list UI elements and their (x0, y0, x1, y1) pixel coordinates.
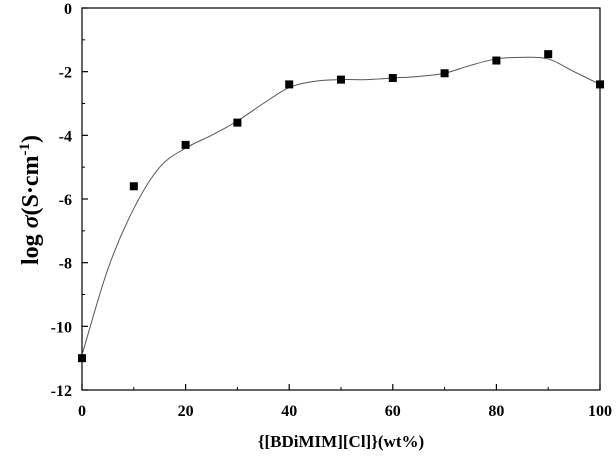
data-point (544, 50, 553, 59)
data-point (129, 182, 138, 191)
x-axis-title: {[BDiMIM][Cl]}(wt%) (258, 432, 424, 451)
data-point (285, 80, 294, 89)
x-tick-label: 60 (385, 403, 401, 420)
y-tick-label: -4 (59, 128, 72, 145)
y-axis-ticks: 0 -2 -4 -6 -8 -10 -12 (51, 1, 88, 400)
x-axis-ticks: 0 20 40 60 80 100 (78, 384, 612, 420)
y-tick-label: -10 (51, 319, 72, 336)
data-point (492, 56, 501, 65)
plot-frame (81, 7, 601, 391)
y-axis-title-unit: (S·cm (18, 155, 44, 215)
y-axis-title-symbol: σ (18, 214, 44, 228)
y-tick-label: 0 (64, 1, 72, 18)
data-point (337, 75, 345, 84)
data-point (596, 80, 604, 89)
plot-border (81, 7, 601, 391)
fit-curve-layer (81, 56, 601, 356)
y-axis-title-prefix: log (18, 228, 44, 265)
data-points-layer (78, 50, 604, 363)
x-tick-label: 0 (78, 403, 86, 420)
data-point (440, 69, 449, 78)
x-tick-label: 20 (178, 403, 194, 420)
x-tick-label: 80 (488, 403, 504, 420)
x-tick-label: 40 (281, 403, 297, 420)
y-axis-title-superscript: -1 (17, 143, 33, 156)
data-point (78, 354, 86, 363)
y-axis-title-suffix: ) (18, 135, 44, 143)
y-tick-label: -6 (59, 192, 72, 209)
y-tick-label: -8 (59, 256, 72, 273)
data-point (388, 74, 397, 83)
data-point (233, 118, 242, 127)
y-tick-label: -2 (59, 65, 72, 82)
fit-curve-line (81, 56, 601, 356)
y-axis-title: log σ(S·cm-1) (17, 135, 44, 265)
data-point (181, 140, 190, 149)
y-tick-label: -12 (51, 383, 72, 400)
x-tick-label: 100 (588, 403, 612, 420)
